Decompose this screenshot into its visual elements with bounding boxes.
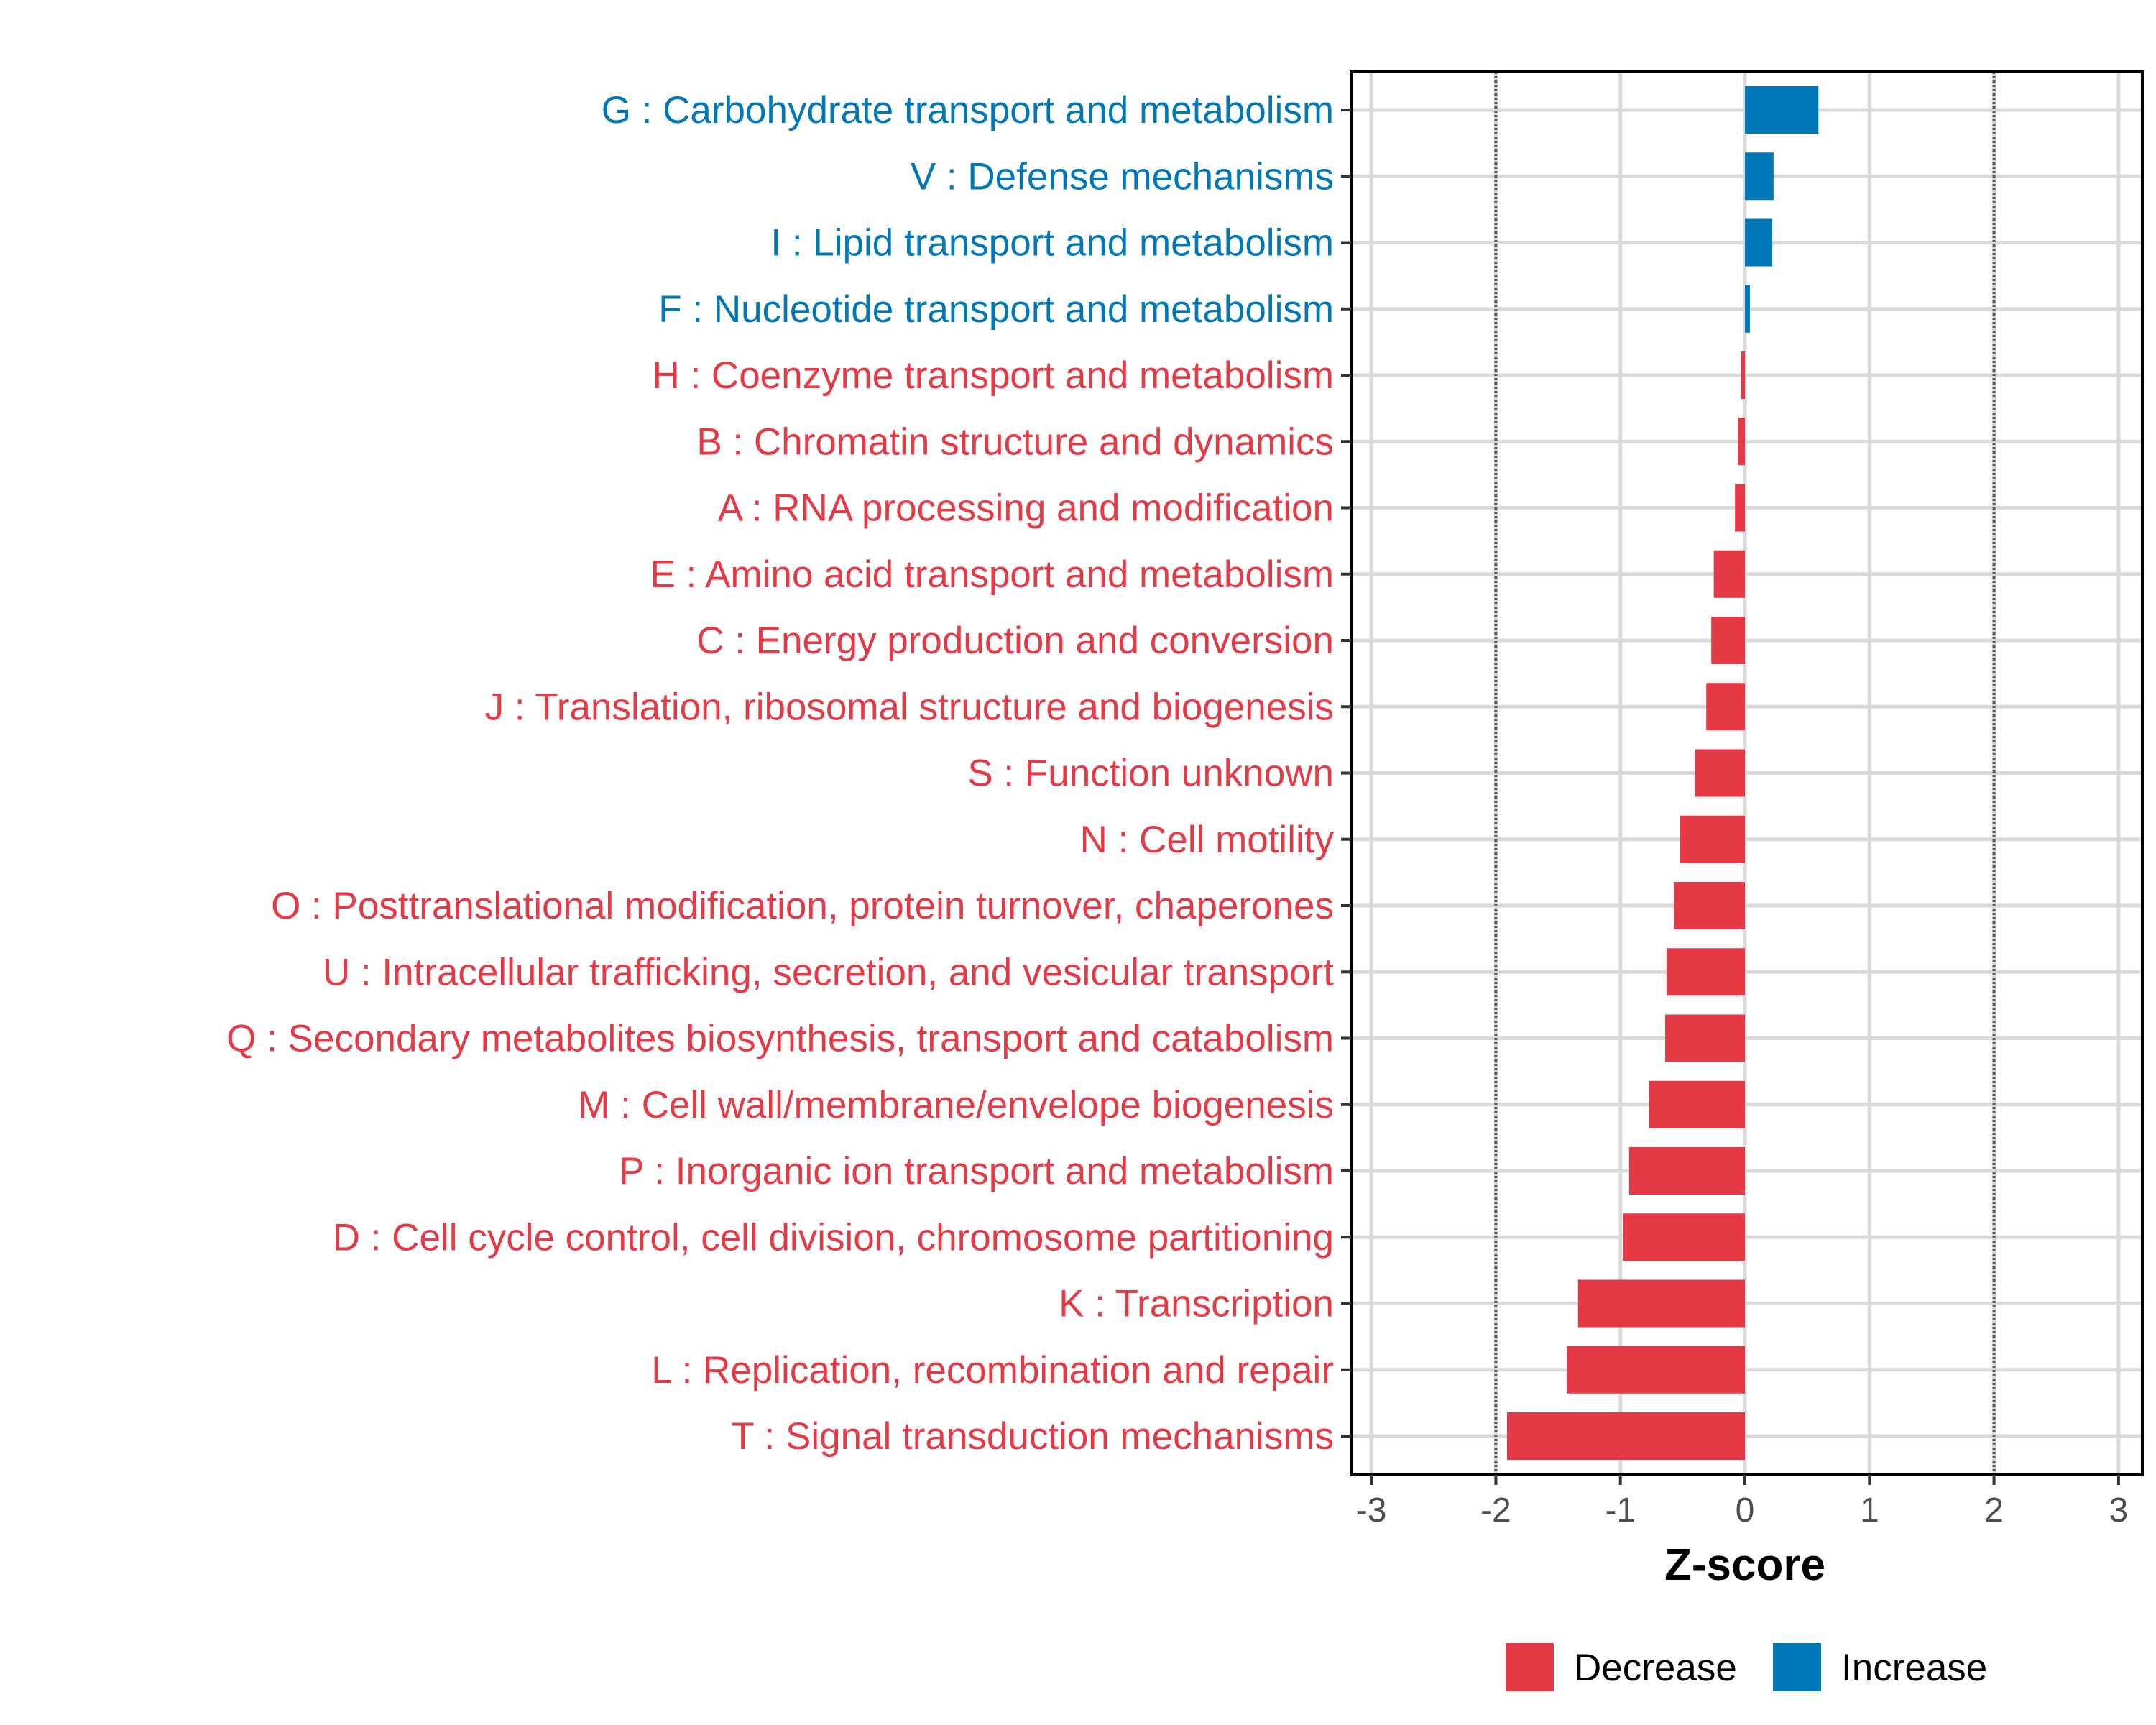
grid bbox=[1351, 72, 2142, 1475]
x-tick-label: -2 bbox=[1480, 1491, 1511, 1530]
x-tick-label: 0 bbox=[1736, 1491, 1755, 1530]
x-tick-label: -3 bbox=[1356, 1491, 1387, 1530]
bar bbox=[1506, 1412, 1745, 1460]
y-tick-label: V : Defense mechanisms bbox=[911, 155, 1334, 198]
y-tick-label: H : Coenzyme transport and metabolism bbox=[652, 354, 1334, 397]
y-tick-label: L : Replication, recombination and repai… bbox=[651, 1349, 1334, 1392]
legend-swatch bbox=[1773, 1643, 1821, 1691]
legend-swatch bbox=[1506, 1643, 1554, 1691]
bar bbox=[1745, 285, 1750, 333]
x-tick-label: 3 bbox=[2109, 1491, 2129, 1530]
x-axis-ticks: -3 -2 -1 0 1 2 3 bbox=[1356, 1475, 2128, 1530]
bar bbox=[1695, 749, 1745, 797]
bar bbox=[1628, 1147, 1745, 1195]
bar bbox=[1711, 617, 1745, 664]
legend: Decrease Increase bbox=[1506, 1643, 1987, 1691]
bar bbox=[1713, 550, 1745, 598]
legend-label: Decrease bbox=[1574, 1647, 1737, 1689]
x-axis-title: Z-score bbox=[1664, 1540, 1825, 1590]
y-tick-label: B : Chromatin structure and dynamics bbox=[696, 420, 1334, 463]
y-tick-label: Q : Secondary metabolites biosynthesis, … bbox=[226, 1018, 1334, 1060]
y-axis-labels: G : Carbohydrate transport and metabolis… bbox=[226, 89, 1351, 1458]
bar bbox=[1674, 882, 1745, 929]
y-tick-label: P : Inorganic ion transport and metaboli… bbox=[619, 1150, 1334, 1192]
y-tick-label: N : Cell motility bbox=[1080, 819, 1335, 861]
bar bbox=[1745, 86, 1819, 134]
y-tick-label: C : Energy production and conversion bbox=[696, 620, 1334, 662]
bars bbox=[1506, 86, 1819, 1460]
y-tick-label: I : Lipid transport and metabolism bbox=[770, 222, 1334, 264]
y-tick-label: M : Cell wall/membrane/envelope biogenes… bbox=[578, 1084, 1334, 1126]
y-tick-label: T : Signal transduction mechanisms bbox=[731, 1415, 1334, 1458]
y-tick-label: U : Intracellular trafficking, secretion… bbox=[323, 951, 1334, 993]
y-tick-label: F : Nucleotide transport and metabolism bbox=[658, 288, 1334, 331]
bar bbox=[1738, 418, 1745, 466]
y-tick-label: A : RNA processing and modification bbox=[718, 487, 1334, 530]
x-tick-label: -1 bbox=[1605, 1491, 1636, 1530]
bar bbox=[1706, 683, 1745, 731]
y-tick-label: G : Carbohydrate transport and metabolis… bbox=[602, 89, 1334, 132]
bar bbox=[1745, 218, 1773, 267]
y-tick-label: J : Translation, ribosomal structure and… bbox=[485, 686, 1334, 728]
bar bbox=[1665, 1014, 1745, 1062]
bar bbox=[1741, 351, 1745, 399]
bar bbox=[1745, 152, 1774, 201]
bar bbox=[1649, 1080, 1745, 1128]
bar bbox=[1623, 1213, 1745, 1261]
bar bbox=[1666, 948, 1745, 996]
x-tick-label: 1 bbox=[1860, 1491, 1879, 1530]
y-tick-label: D : Cell cycle control, cell division, c… bbox=[333, 1216, 1334, 1259]
bar bbox=[1680, 815, 1745, 863]
bar bbox=[1735, 484, 1745, 532]
y-tick-label: S : Function unknown bbox=[967, 753, 1334, 795]
y-tick-label: E : Amino acid transport and metabolism bbox=[650, 553, 1334, 596]
legend-label: Increase bbox=[1841, 1647, 1987, 1689]
bar bbox=[1567, 1346, 1745, 1394]
bar bbox=[1577, 1279, 1745, 1328]
y-tick-label: K : Transcription bbox=[1059, 1283, 1334, 1325]
x-tick-label: 2 bbox=[1984, 1491, 2004, 1530]
y-tick-label: O : Posttranslational modification, prot… bbox=[271, 885, 1334, 927]
